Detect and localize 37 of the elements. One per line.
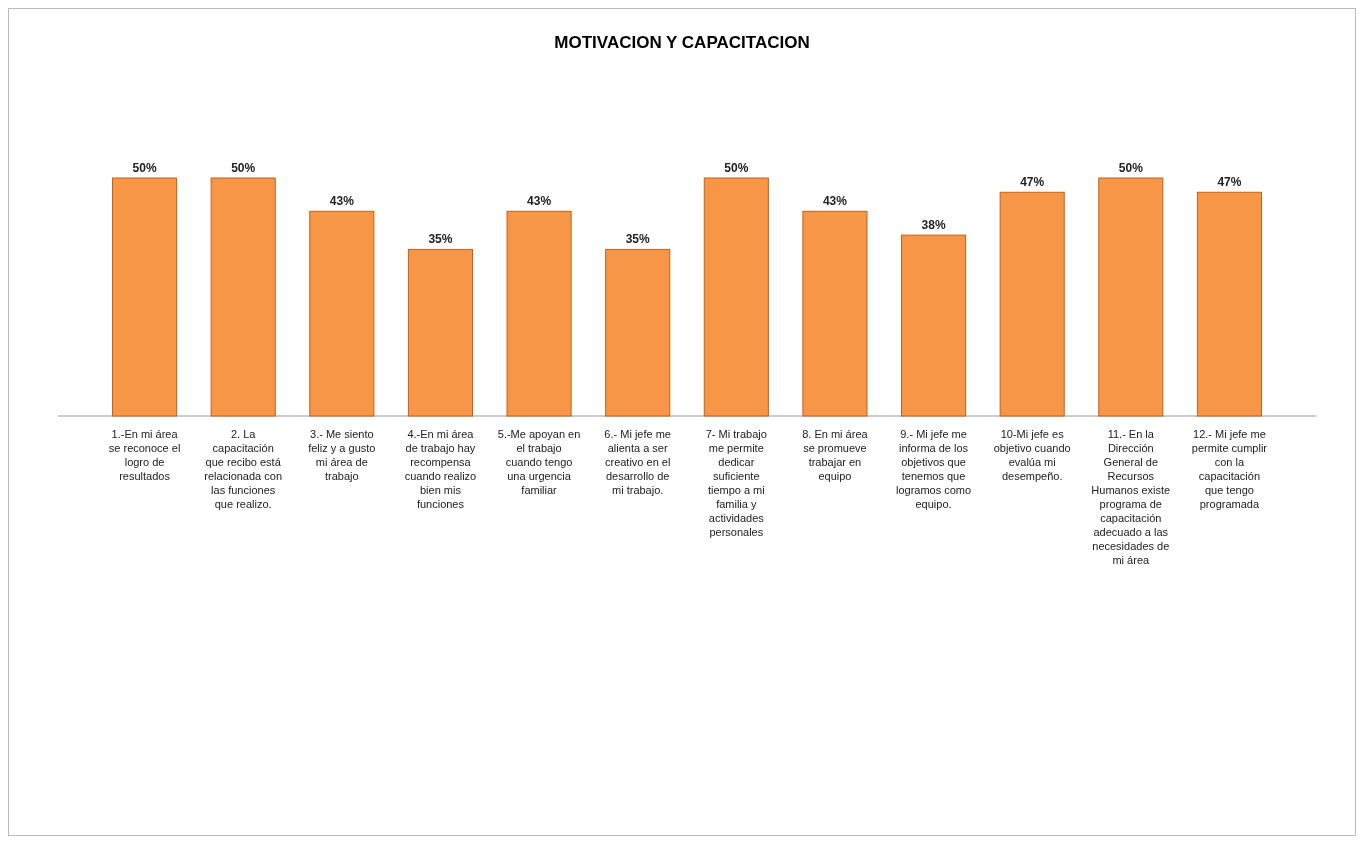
x-tick-label: 5.-Me apoyan en el trabajo cuando tengo una urgencia familiar	[497, 428, 581, 496]
data-label: 38%	[921, 218, 946, 233]
x-tick-label: 2. La capacitación que recibo está relacionada con las funciones que realizo.	[204, 428, 283, 510]
bar	[901, 234, 967, 417]
bar	[1098, 177, 1164, 417]
data-label: 43%	[329, 194, 355, 209]
bar	[112, 177, 178, 417]
data-label: 47%	[1020, 175, 1045, 190]
category-label: 11.- En la Dirección General de Recursos Humanos existe programa de capacitación adecuado a las necesidades de mi área	[1091, 428, 1171, 566]
bar	[703, 177, 769, 417]
x-tick-label: 7- Mi trabajo me permite dedicar suficiente tiempo a mi familia y actividades personales	[705, 428, 767, 538]
data-label: 50%	[132, 161, 157, 175]
data-label: 43%	[527, 194, 552, 209]
x-tick-label: 9.- Mi jefe me informa de los objetivos que tenemos que logramos como equipo.	[895, 428, 972, 510]
data-label: 47%	[1217, 175, 1242, 190]
chart-title: MOTIVACION Y CAPACITACION	[554, 33, 810, 52]
data-label: 43%	[822, 194, 848, 209]
bar	[309, 210, 375, 417]
bar	[1196, 191, 1262, 417]
x-tick-label: 1.-En mi área se reconoce el logro de resultados	[108, 428, 181, 482]
x-tick-label: 10-Mi jefe es objetivo cuando evalúa mi desempeño.	[993, 428, 1071, 482]
x-tick-label: 8. En mi área se promueve trabajar en equipo	[802, 428, 869, 482]
data-label: 35%	[625, 232, 651, 247]
bar	[605, 248, 671, 417]
bar	[802, 210, 868, 417]
bar	[407, 248, 473, 417]
data-label: 50%	[1118, 161, 1144, 175]
bar	[999, 191, 1065, 417]
x-tick-label: 6.- Mi jefe me alienta a ser creativo en el desarrollo de mi trabajo.	[604, 428, 672, 496]
bar	[506, 210, 572, 417]
x-tick-label: 4.-En mi área de trabajo hay recompensa cuando realizo bien mis funciones	[404, 428, 477, 510]
x-tick-label: 12.- Mi jefe me permite cumplir con la capacitación que tengo programada	[1191, 428, 1268, 510]
data-label: 50%	[231, 161, 256, 175]
x-tick-label: 3.- Me siento feliz y a gusto mi área de trabajo	[308, 428, 376, 482]
bar	[210, 177, 276, 417]
data-label: 35%	[428, 232, 453, 247]
data-label: 50%	[724, 161, 749, 175]
